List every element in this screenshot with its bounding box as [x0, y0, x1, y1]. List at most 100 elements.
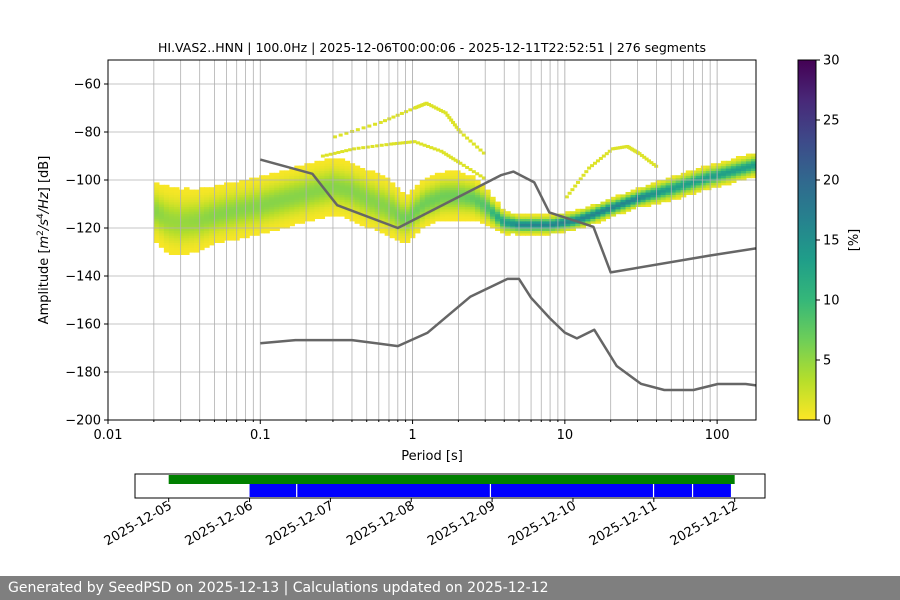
psd-density-cell: [585, 218, 592, 222]
psd-density-cell: [444, 199, 451, 203]
psd-density-cell: [289, 194, 295, 198]
psd-density-cell: [490, 208, 496, 212]
psd-outlier-cell: [601, 154, 606, 158]
psd-density-cell: [204, 232, 210, 236]
psd-density-cell: [399, 201, 406, 205]
psd-density-cell: [304, 165, 310, 169]
psd-density-cell: [299, 182, 305, 186]
psd-density-cell: [193, 201, 200, 205]
psd-outlier-cell: [604, 152, 609, 156]
psd-density-cell: [239, 213, 245, 217]
psd-density-cell: [640, 196, 647, 200]
psd-density-cell: [720, 180, 727, 183]
psd-density-cell: [279, 223, 285, 227]
psd-density-cell: [264, 201, 270, 205]
psd-density-cell: [289, 184, 295, 188]
psd-density-cell: [480, 192, 486, 195]
psd-density-cell: [168, 204, 175, 207]
psd-density-cell: [289, 189, 295, 193]
psd-density-cell: [309, 216, 316, 219]
psd-density-cell: [284, 184, 290, 188]
psd-density-cell: [279, 220, 285, 224]
psd-density-cell: [269, 194, 275, 198]
psd-density-cell: [229, 199, 235, 203]
psd-density-cell: [384, 177, 391, 181]
footer-text: Generated by SeedPSD on 2025-12-13 | Cal…: [8, 580, 549, 596]
psd-density-cell: [359, 208, 366, 212]
psd-density-cell: [188, 196, 195, 200]
psd-density-cell: [299, 187, 305, 191]
psd-density-cell: [369, 180, 376, 183]
psd-density-cell: [158, 208, 165, 212]
psd-density-cell: [178, 235, 185, 239]
psd-density-cell: [158, 192, 165, 195]
psd-density-cell: [414, 204, 421, 207]
psd-density-cell: [264, 216, 270, 219]
psd-density-cell: [434, 204, 441, 207]
psd-density-cell: [510, 230, 516, 234]
psd-density-cell: [474, 211, 481, 215]
psd-density-cell: [314, 184, 321, 188]
psd-outlier-cell: [445, 113, 450, 117]
psd-density-cell: [324, 177, 331, 181]
psd-density-cell: [469, 184, 476, 188]
psd-density-cell: [660, 187, 667, 191]
psd-density-cell: [229, 194, 235, 198]
psd-density-cell: [389, 201, 396, 205]
psd-density-cell: [244, 184, 250, 188]
psd-density-cell: [269, 206, 275, 210]
psd-density-cell: [259, 225, 265, 229]
psd-density-cell: [720, 165, 727, 169]
psd-density-cell: [625, 204, 632, 207]
psd-density-cell: [710, 182, 717, 186]
psd-density-cell: [495, 211, 501, 215]
psd-density-cell: [314, 187, 321, 191]
psd-density-cell: [229, 237, 235, 241]
psd-density-cell: [319, 211, 326, 215]
psd-outlier-cell: [590, 164, 595, 168]
psd-density-cell: [299, 206, 305, 210]
psd-density-cell: [153, 228, 160, 231]
psd-density-cell: [183, 223, 190, 227]
psd-density-cell: [474, 204, 481, 207]
psd-density-cell: [725, 172, 732, 176]
psd-density-cell: [480, 184, 486, 188]
psd-density-cell: [279, 172, 285, 176]
psd-density-cell: [449, 208, 456, 212]
psd-density-cell: [214, 232, 220, 236]
psd-density-cell: [163, 235, 170, 239]
psd-density-cell: [560, 230, 566, 234]
psd-density-cell: [580, 211, 586, 215]
psd-density-cell: [249, 180, 255, 183]
psd-density-cell: [274, 182, 280, 186]
psd-density-cell: [153, 220, 160, 224]
psd-density-cell: [229, 216, 235, 219]
psd-density-cell: [259, 213, 265, 217]
psd-density-cell: [334, 172, 341, 176]
psd-density-cell: [334, 206, 341, 210]
psd-outlier-cell: [578, 177, 583, 181]
psd-density-cell: [520, 223, 526, 227]
psd-density-cell: [304, 172, 310, 176]
psd-density-cell: [590, 220, 597, 224]
psd-density-cell: [224, 235, 230, 239]
psd-density-cell: [299, 189, 305, 193]
psd-density-cell: [294, 220, 300, 224]
psd-density-cell: [199, 218, 205, 222]
psd-density-cell: [374, 187, 381, 191]
psd-density-cell: [209, 235, 215, 239]
psd-density-cell: [173, 213, 180, 217]
psd-density-cell: [439, 192, 446, 195]
psd-density-cell: [274, 223, 280, 227]
psd-density-cell: [183, 216, 190, 219]
psd-density-cell: [374, 211, 381, 215]
psd-density-cell: [309, 208, 316, 212]
psd-outlier-cell: [384, 143, 389, 147]
psd-density-cell: [354, 204, 361, 207]
psd-density-cell: [274, 199, 280, 203]
psd-density-cell: [214, 216, 220, 219]
psd-outlier-cell: [647, 159, 652, 163]
psd-density-cell: [289, 201, 295, 205]
psd-density-cell: [565, 228, 571, 231]
psd-outlier-cell: [478, 148, 483, 152]
